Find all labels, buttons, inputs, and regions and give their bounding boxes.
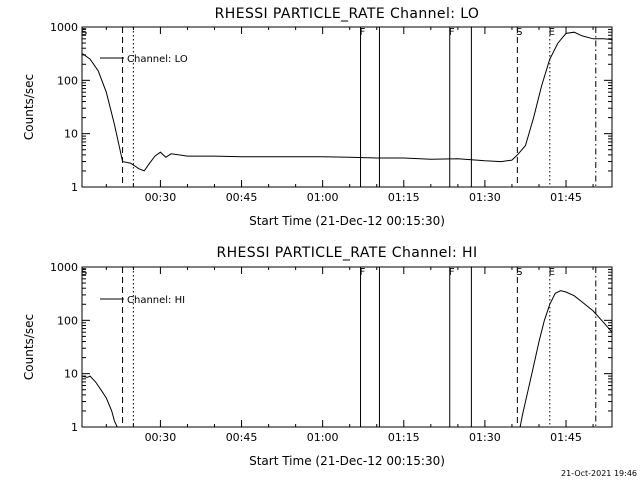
event-marker-label: S [516,267,522,278]
plot-frame [81,26,613,188]
x-tick-label: 00:45 [226,431,258,444]
x-tick-label: 00:30 [145,431,177,444]
legend: Channel: LO [100,54,188,65]
x-axis-label: Start Time (21-Dec-12 00:15:30) [249,214,445,228]
event-marker-label: F [449,267,455,278]
event-marker-label: E [549,27,555,38]
x-tick-label: 00:30 [145,191,177,204]
x-axis-label: Start Time (21-Dec-12 00:15:30) [249,454,445,468]
series-line [519,290,613,428]
y-tick-label: 1000 [50,21,78,34]
chart-title: RHESSI PARTICLE_RATE Channel: HI [217,245,478,261]
lo-channel-panel: RHESSI PARTICLE_RATE Channel: LO SFFSE 0… [22,6,613,228]
y-tick-label: 10 [64,128,78,141]
series-line [81,31,613,172]
y-tick-label: 1 [71,181,78,194]
event-marker-label: S [516,27,522,38]
event-marker-label: F [360,27,366,38]
y-axis-label: Counts/sec [22,74,36,140]
y-axis-label: Counts/sec [22,314,36,380]
footer-timestamp: 21-Oct-2021 19:46 [561,469,637,478]
event-marker-label: F [360,267,366,278]
x-tick-label: 01:30 [469,431,501,444]
plot-frame [81,266,613,428]
series-line [81,375,118,428]
x-tick-label: 01:00 [307,431,339,444]
y-tick-label: 100 [57,314,78,327]
x-tick-label: 01:15 [388,191,420,204]
legend: Channel: HI [100,295,185,306]
x-tick-label: 01:30 [469,191,501,204]
x-tick-label: 01:45 [550,431,582,444]
event-marker-label: F [449,27,455,38]
y-tick-label: 100 [57,74,78,87]
y-tick-label: 10 [64,368,78,381]
x-tick-label: 00:45 [226,191,258,204]
legend-entry: Channel: HI [127,295,185,306]
hi-channel-panel: RHESSI PARTICLE_RATE Channel: HI SFFSE 0… [22,245,613,468]
y-tick-label: 1000 [50,261,78,274]
event-marker-label: E [549,267,555,278]
legend-entry: Channel: LO [127,54,188,65]
chart-title: RHESSI PARTICLE_RATE Channel: LO [215,6,480,22]
y-tick-label: 1 [71,421,78,434]
x-tick-label: 01:15 [388,431,420,444]
x-tick-label: 01:45 [550,191,582,204]
x-tick-label: 01:00 [307,191,339,204]
